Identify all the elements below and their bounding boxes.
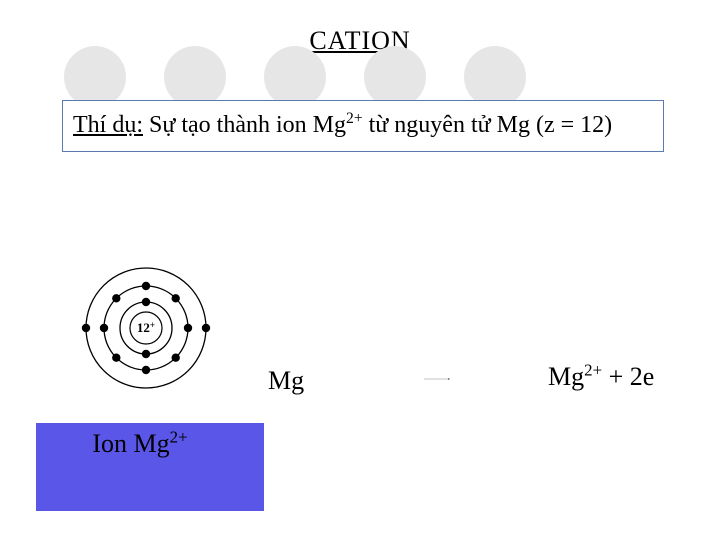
result-text-1: Mg	[548, 362, 584, 391]
ion-label-box: Ion Mg2+	[36, 423, 264, 511]
deco-circle	[364, 46, 426, 108]
example-sup-1: 2+	[346, 110, 363, 127]
example-label: Thí dụ:	[73, 112, 143, 138]
example-box: Thí dụ: Sự tạo thành ion Mg2+ từ nguyên …	[62, 100, 664, 152]
result-sup: 2+	[584, 360, 602, 379]
decorative-circles-row	[64, 46, 526, 108]
reaction-arrow-icon	[372, 378, 502, 380]
result-text-2: + 2e	[602, 362, 654, 391]
example-text-2: từ nguyên tử Mg (z = 12)	[363, 112, 613, 138]
deco-circle	[464, 46, 526, 108]
ion-text-1: Ion Mg	[92, 429, 169, 458]
atom-diagram: 12+	[78, 260, 214, 396]
mg-label: Mg	[268, 366, 304, 396]
reaction-result: Mg2+ + 2e	[548, 362, 654, 392]
deco-circle	[64, 46, 126, 108]
ion-sup: 2+	[170, 427, 188, 446]
example-text-1: Sự tạo thành ion Mg	[143, 112, 346, 138]
deco-circle	[164, 46, 226, 108]
deco-circle	[264, 46, 326, 108]
